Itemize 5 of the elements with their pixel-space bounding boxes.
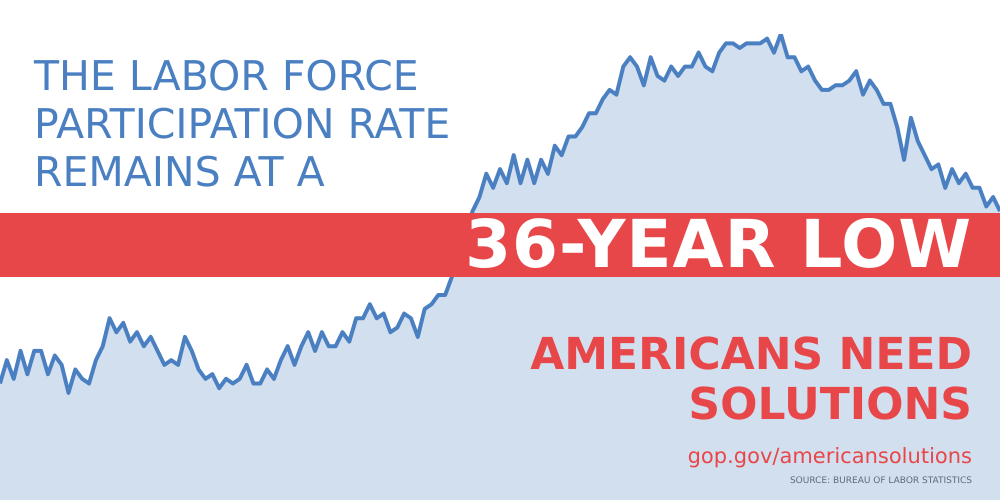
annotation: gop.gov/americansolutions [688, 444, 972, 468]
text: THE LABOR FORCE PARTICIPATION RATE REMAINS AT A [34, 52, 452, 196]
annotation: AMERICANS NEED SOLUTIONS [529, 329, 972, 430]
banner: 36-YEAR LOW [0, 213, 1000, 277]
annotation: SOURCE: BUREAU OF LABOR STATISTICS [790, 476, 972, 486]
